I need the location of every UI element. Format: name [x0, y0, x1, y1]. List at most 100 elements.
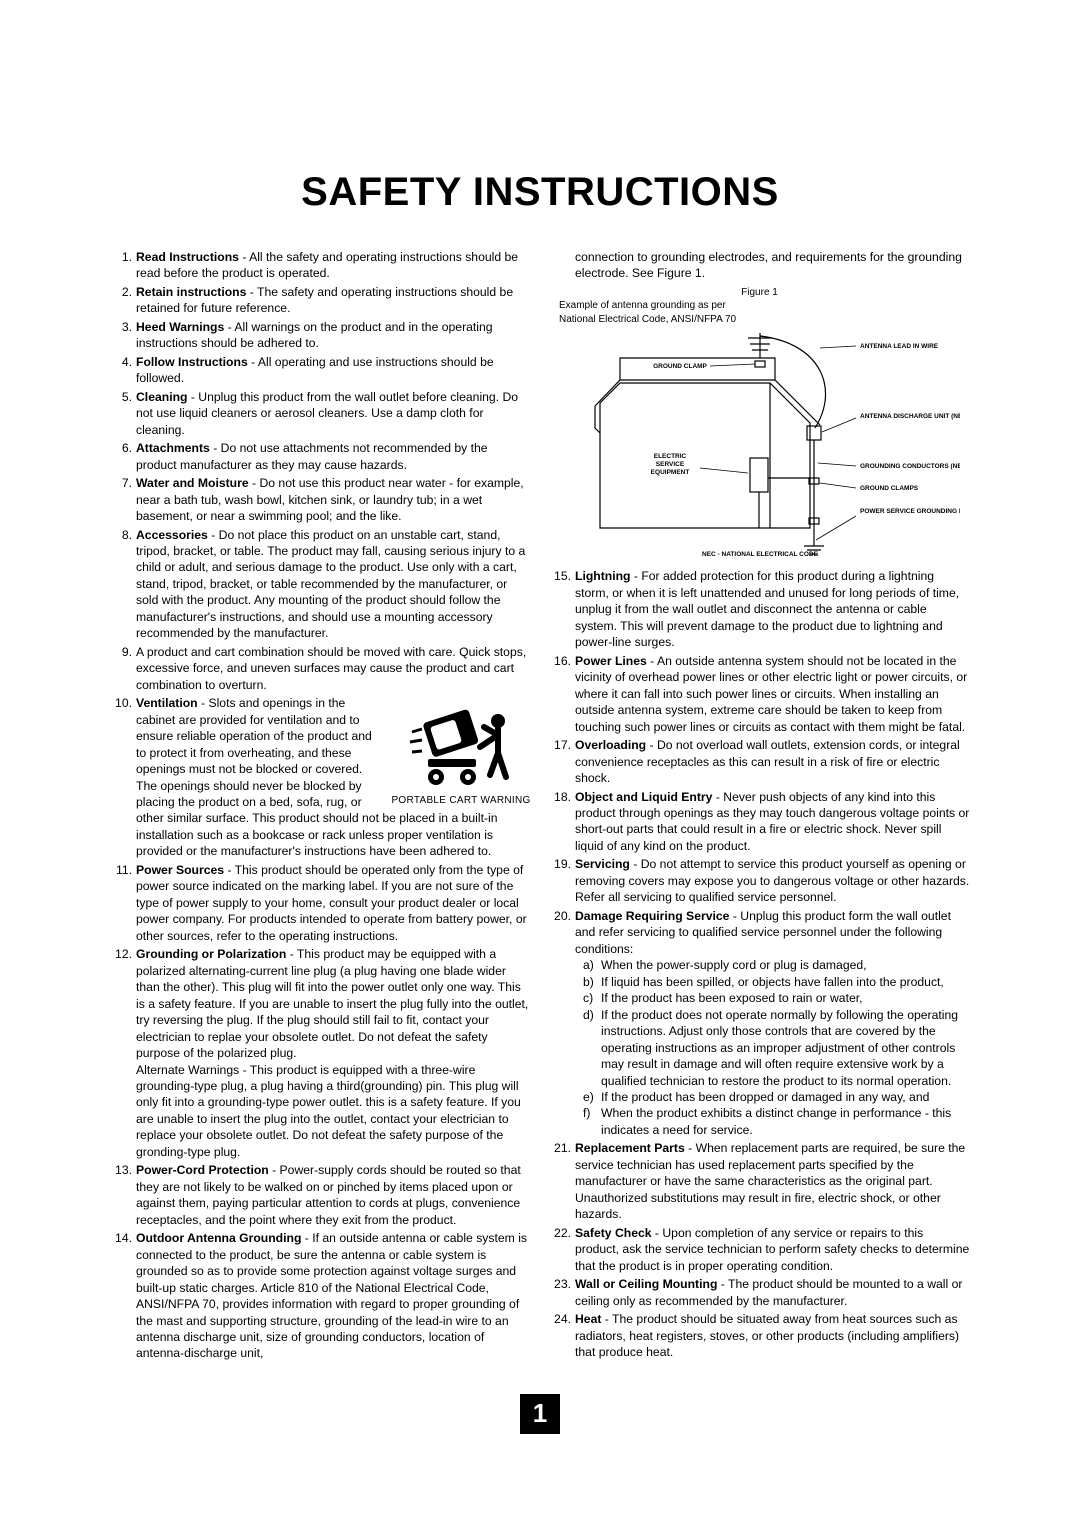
item-number: 22.	[549, 1225, 575, 1274]
item-body: Object and Liquid Entry - Never push obj…	[575, 789, 970, 855]
item-bold: Power Sources	[136, 863, 224, 877]
list-item: 22.Safety Check - Upon completion of any…	[549, 1225, 970, 1274]
sub-item-text: If liquid has been spilled, or objects h…	[601, 974, 944, 990]
list-item: 14.Outdoor Antenna Grounding - If an out…	[110, 1230, 531, 1362]
item-number	[549, 249, 575, 282]
list-item: 13.Power-Cord Protection - Power-supply …	[110, 1162, 531, 1228]
item-number: 18.	[549, 789, 575, 855]
svg-text:GROUNDING CONDUCTORS (NEC SECT: GROUNDING CONDUCTORS (NEC SECTION 810-21…	[860, 463, 960, 470]
antenna-diagram-icon: ANTENNA LEAD IN WIRE GROUND CLAMP ANTENN…	[560, 328, 960, 558]
item-body: Safety Check - Upon completion of any se…	[575, 1225, 970, 1274]
item-number: 17.	[549, 737, 575, 786]
list-item: 12.Grounding or Polarization - This prod…	[110, 946, 531, 1160]
item-number: 16.	[549, 653, 575, 735]
sub-item: e)If the product has been dropped or dam…	[575, 1089, 970, 1105]
item-body: Power Lines - An outside antenna system …	[575, 653, 970, 735]
svg-text:ANTENNA DISCHARGE UNIT (NEC SE: ANTENNA DISCHARGE UNIT (NEC SECTION 810-…	[860, 413, 960, 420]
svg-text:GROUND CLAMPS: GROUND CLAMPS	[860, 485, 919, 492]
item-number: 2.	[110, 284, 136, 317]
sub-item: d)If the product does not operate normal…	[575, 1007, 970, 1089]
item-bold: Accessories	[136, 528, 208, 542]
item-body: Power Sources - This product should be o…	[136, 862, 531, 944]
item-number: 6.	[110, 440, 136, 473]
item-body: Accessories - Do not place this product …	[136, 527, 531, 642]
item-number: 4.	[110, 354, 136, 387]
item-body: connection to grounding electrodes, and …	[575, 249, 970, 282]
item-body: Follow Instructions - All operating and …	[136, 354, 531, 387]
sub-item-letter: e)	[583, 1089, 601, 1105]
sub-item-letter: d)	[583, 1007, 601, 1089]
item-text: - For added protection for this product …	[575, 569, 959, 649]
item-bold: Grounding or Polarization	[136, 947, 286, 961]
list-item: 9.A product and cart combination should …	[110, 644, 531, 693]
item-bold: Servicing	[575, 857, 630, 871]
diagram-label: GROUNDING CONDUCTORS (NEC SECTION 810-21…	[860, 463, 960, 470]
page: SAFETY INSTRUCTIONS 1.Read Instructions …	[0, 0, 1080, 1528]
item-number: 7.	[110, 475, 136, 524]
sub-item: a)When the power-supply cord or plug is …	[575, 957, 970, 973]
item-number: 3.	[110, 319, 136, 352]
item-body: Overloading - Do not overload wall outle…	[575, 737, 970, 786]
item-body: Heed Warnings - All warnings on the prod…	[136, 319, 531, 352]
item-number: 14.	[110, 1230, 136, 1362]
item-text: - Do not place this product on an unstab…	[136, 528, 525, 641]
item-text: - Slots and openings in the cabinet are …	[136, 696, 372, 809]
list-item: 15.Lightning - For added protection for …	[549, 568, 970, 650]
item-bold: Wall or Ceiling Mounting	[575, 1277, 717, 1291]
diagram-label: POWER SERVICE GROUNDING ELECTRODE SYSTEM…	[860, 508, 960, 515]
list-item: 20. Damage Requiring Service - Unplug th…	[549, 908, 970, 1139]
item-number: 13.	[110, 1162, 136, 1228]
page-number: 1	[520, 1394, 560, 1434]
item-body: PORTABLE CART WARNING Ventilation - Slot…	[136, 695, 531, 860]
item-bold: Power Lines	[575, 654, 647, 668]
item-text: - If an outside antenna or cable system …	[136, 1231, 527, 1360]
item-bold: Heed Warnings	[136, 320, 224, 334]
item-text: A product and cart combination should be…	[136, 645, 526, 692]
list-item: 17.Overloading - Do not overload wall ou…	[549, 737, 970, 786]
sub-item-text: If the product has been exposed to rain …	[601, 990, 863, 1006]
item-bold: Cleaning	[136, 390, 187, 404]
item-number: 21.	[549, 1140, 575, 1222]
svg-text:ANTENNA LEAD IN WIRE: ANTENNA LEAD IN WIRE	[860, 343, 939, 350]
diagram-label: ANTENNA DISCHARGE UNIT (NEC SECTION 810-…	[860, 413, 960, 420]
svg-text:ELECTRICSERVICEEQUIPMENT: ELECTRICSERVICEEQUIPMENT	[650, 453, 689, 476]
cart-warning-figure: PORTABLE CART WARNING	[391, 697, 531, 808]
list-item: 10.	[110, 695, 531, 860]
item-bold: Outdoor Antenna Grounding	[136, 1231, 301, 1245]
right-column: connection to grounding electrodes, and …	[549, 249, 970, 1364]
list-item: 21.Replacement Parts - When replacement …	[549, 1140, 970, 1222]
list-item: 2.Retain instructions - The safety and o…	[110, 284, 531, 317]
sub-item-letter: a)	[583, 957, 601, 973]
list-item: 1.Read Instructions - All the safety and…	[110, 249, 531, 282]
item-number: 8.	[110, 527, 136, 642]
item-text-extra: Alternate Warnings - This product is equ…	[136, 1062, 531, 1161]
list-item: 24.Heat - The product should be situated…	[549, 1311, 970, 1360]
item-bold: Ventilation	[136, 696, 198, 710]
item-body: Retain instructions - The safety and ope…	[136, 284, 531, 317]
list-item: 6.Attachments - Do not use attachments n…	[110, 440, 531, 473]
left-column: 1.Read Instructions - All the safety and…	[110, 249, 531, 1364]
list-item: 4.Follow Instructions - All operating an…	[110, 354, 531, 387]
item-number: 10.	[110, 695, 136, 860]
item-bold: Replacement Parts	[575, 1141, 685, 1155]
item-number: 19.	[549, 856, 575, 905]
item-number: 23.	[549, 1276, 575, 1309]
item-text: - This product may be equipped with a po…	[136, 947, 528, 1060]
item-bold: Damage Requiring Service	[575, 909, 729, 923]
figure-subtitle-1: Example of antenna grounding as per	[559, 300, 970, 312]
item-bold: Follow Instructions	[136, 355, 248, 369]
item-text: - Do not attempt to service this product…	[575, 857, 969, 904]
diagram-label: ANTENNA LEAD IN WIRE	[860, 343, 939, 350]
item-body: Damage Requiring Service - Unplug this p…	[575, 908, 970, 1139]
item-body: Heat - The product should be situated aw…	[575, 1311, 970, 1360]
item-bold: Read Instructions	[136, 250, 239, 264]
item-bold: Water and Moisture	[136, 476, 249, 490]
list-item: 18.Object and Liquid Entry - Never push …	[549, 789, 970, 855]
svg-text:GROUND CLAMP: GROUND CLAMP	[653, 363, 707, 370]
list-item: 5.Cleaning - Unplug this product from th…	[110, 389, 531, 438]
sub-item-letter: c)	[583, 990, 601, 1006]
item-number: 24.	[549, 1311, 575, 1360]
sub-item-text: When the power-supply cord or plug is da…	[601, 957, 867, 973]
diagram-label: GROUND CLAMPS	[860, 485, 919, 492]
item-body: A product and cart combination should be…	[136, 644, 531, 693]
